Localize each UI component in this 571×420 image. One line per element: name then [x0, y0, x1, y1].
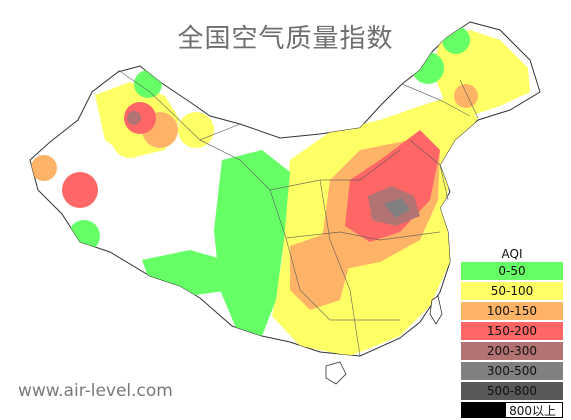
legend-item-300-500: 300-500 [461, 362, 563, 380]
legend-label: 100-150 [486, 304, 538, 318]
legend-swatch-800-plus [462, 403, 506, 417]
legend-item-100-150: 100-150 [461, 302, 563, 320]
aqi-spot-sensitive-northeast [454, 84, 478, 108]
taiwan-outline [429, 295, 443, 325]
legend-label: 0-50 [498, 264, 526, 278]
map-title: 全国空气质量指数 [177, 24, 394, 54]
legend-label: 300-500 [486, 364, 538, 378]
legend-label: 150-200 [486, 324, 538, 338]
province-borders [117, 69, 479, 357]
legend-item-50-100: 50-100 [461, 282, 563, 300]
legend-title: AQI [501, 247, 523, 261]
legend-item-500-800: 500-800 [461, 382, 563, 400]
legend-label: 800以上 [509, 404, 556, 418]
legend-item-200-300: 200-300 [461, 342, 563, 360]
aqi-zone-hazardous-core [384, 198, 410, 218]
aqi-spot-good-hainan [327, 363, 345, 381]
aqi-spot-unhealthy-kashgar [62, 172, 98, 208]
hainan-outline [325, 361, 347, 385]
legend-label: 50-100 [490, 284, 534, 298]
legend-item-150-200: 150-200 [461, 322, 563, 340]
aqi-spot-good-northeast-2 [412, 52, 444, 84]
legend-item-0-50: 0-50 [461, 262, 563, 280]
watermark-url: www.air-level.com [18, 381, 173, 401]
aqi-zone-good-west [214, 150, 290, 336]
aqi-spot-sensitive-kashgar [31, 155, 57, 181]
legend-label: 500-800 [486, 384, 538, 398]
aqi-spot-moderate-far-west [178, 112, 214, 148]
aqi-spot-very-unhealthy-urumqi [127, 111, 141, 125]
aqi-legend: AQI 0-50 50-100 100-150 150-200 200-300 … [461, 246, 563, 420]
aqi-zone-sensitive-central [290, 232, 350, 310]
aqi-fields [31, 26, 530, 381]
legend-item-800-plus: 800以上 [461, 402, 563, 418]
legend-label: 200-300 [486, 344, 538, 358]
